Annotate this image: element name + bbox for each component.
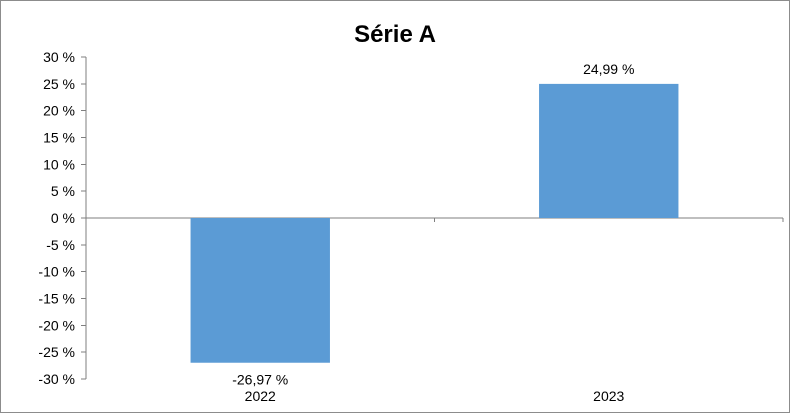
axes: 30 % 25 % 20 % 15 % 10 % 5 % 0 % -5 % -10 % -15 %… xyxy=(38,49,784,387)
data-label: -26,97 % xyxy=(232,372,288,388)
bar-2022 xyxy=(190,218,330,363)
y-tick-label: -20 % xyxy=(38,317,75,333)
y-tick-label: -5 % xyxy=(46,237,75,253)
labels: -26,97 %2022 24,99 % 2023 xyxy=(232,61,634,404)
y-tick-label: 30 % xyxy=(43,49,75,65)
x-tick-label: 2023 xyxy=(593,388,624,404)
bar-2023 xyxy=(539,83,679,219)
x-tick-label: 2022 xyxy=(245,388,276,404)
y-tick-label: 15 % xyxy=(43,130,75,146)
y-tick-label: -15 % xyxy=(38,291,75,307)
data-label: 24,99 % xyxy=(583,61,634,77)
y-tick-label: 0 % xyxy=(51,210,75,226)
y-tick-label: 25 % xyxy=(43,76,75,92)
y-tick-label: 20 % xyxy=(43,103,75,119)
y-tick-label: -10 % xyxy=(38,264,75,280)
chart-title: Série A xyxy=(354,21,436,48)
bars xyxy=(190,83,679,363)
y-tick-label: -25 % xyxy=(38,344,75,360)
y-tick-label: 10 % xyxy=(43,156,75,172)
y-tick-label: -30 % xyxy=(38,371,75,387)
y-tick-label: 5 % xyxy=(51,183,75,199)
